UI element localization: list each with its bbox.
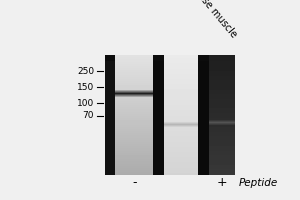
- Text: 100: 100: [77, 98, 94, 108]
- Text: 150: 150: [77, 82, 94, 92]
- Text: 70: 70: [82, 112, 94, 120]
- Text: mouse muscle: mouse muscle: [186, 0, 239, 40]
- Text: +: +: [217, 176, 227, 190]
- Text: 250: 250: [77, 66, 94, 75]
- Text: -: -: [132, 176, 136, 190]
- Text: Peptide: Peptide: [239, 178, 278, 188]
